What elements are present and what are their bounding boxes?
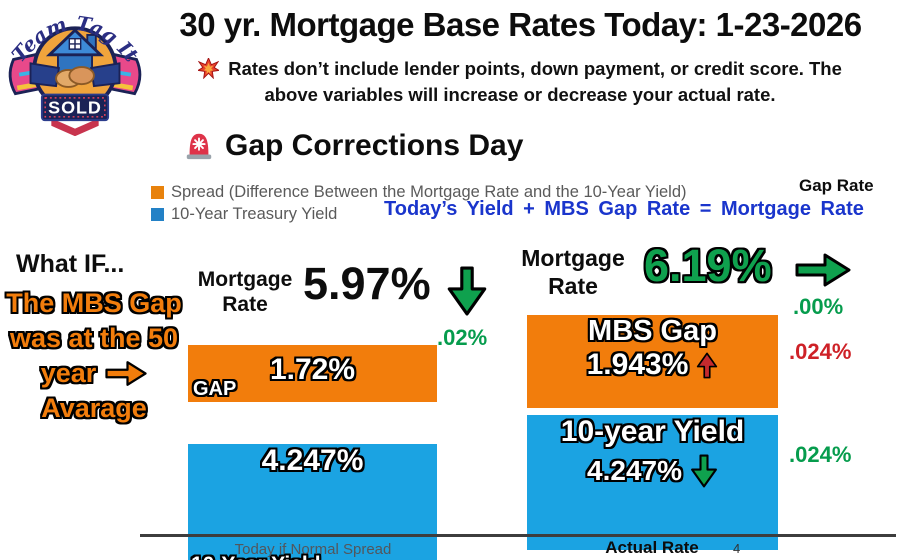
- left-bar-yield-segment: 4.247% 10-Year Yield: [188, 444, 437, 560]
- what-if-line2: was at the 50: [9, 323, 179, 354]
- red-up-arrow-icon: [697, 352, 718, 378]
- left-rate-change: .02%: [437, 325, 488, 350]
- what-if-line4: Avarage: [41, 393, 147, 424]
- green-down-arrow-small-icon: [691, 454, 717, 488]
- burst-icon: [196, 56, 221, 80]
- right-gap-change: .024%: [789, 339, 852, 364]
- orange-right-arrow-icon: [105, 361, 147, 387]
- logo-sold-banner: [40, 93, 110, 122]
- what-if-line1: The MBS Gap: [6, 288, 182, 318]
- right-bar-title: Mortgage Rate: [521, 245, 625, 299]
- right-rate-change: .00%: [793, 294, 844, 319]
- right-mortgage-rate: 6.19%: [644, 240, 772, 291]
- logo-sleeve-left: [29, 62, 60, 88]
- left-bar-title: Mortgage Rate: [197, 268, 293, 317]
- right-gap-value: 1.943%: [586, 348, 689, 381]
- right-yield-value: 4.247%: [587, 455, 682, 486]
- right-gap-label: MBS Gap: [588, 315, 717, 347]
- right-bar-yield-segment: 10-year Yield 4.247%: [527, 415, 778, 550]
- legend: Spread (Difference Between the Mortgage …: [151, 181, 687, 225]
- team-tag-it-sold-logo: SOLD Team Tag It: [7, 11, 143, 136]
- gap-rate-label: Gap Rate: [799, 176, 874, 195]
- page-number: 4: [733, 541, 741, 556]
- left-axis-label: Today if Normal Spread: [234, 541, 392, 558]
- right-bar-spread-segment: MBS Gap 1.943%: [527, 315, 778, 408]
- disclaimer: Rates don’t include lender points, down …: [180, 56, 860, 108]
- left-yield-value: 4.247%: [261, 444, 364, 477]
- what-if-note: The MBS Gap was at the 50 year Avarage: [2, 286, 186, 426]
- legend-label-spread: Spread (Difference Between the Mortgage …: [171, 182, 687, 201]
- siren-icon: [186, 133, 212, 160]
- legend-item-spread: Spread (Difference Between the Mortgage …: [151, 181, 687, 203]
- legend-label-yield: 10-Year Treasury Yield: [171, 204, 338, 223]
- legend-swatch-spread: [151, 185, 164, 199]
- left-bar-spread-segment: 1.72% GAP: [188, 345, 437, 402]
- left-mortgage-rate: 5.97%: [303, 258, 431, 309]
- left-gap-value: 1.72%: [269, 353, 356, 386]
- left-yield-tag: 10-Year Yield: [191, 553, 321, 560]
- section-heading-text: Gap Corrections Day: [225, 129, 524, 162]
- x-axis-line: [140, 534, 896, 537]
- disclaimer-text: Rates don’t include lender points, down …: [228, 58, 842, 105]
- right-yield-change: .024%: [789, 442, 852, 467]
- what-if-intro: What IF...: [16, 250, 125, 278]
- left-gap-tag: GAP: [193, 378, 237, 400]
- logo-sold-text: SOLD: [48, 97, 102, 117]
- right-bar: MBS Gap 1.943% 10-year Yield 4.247%: [527, 310, 778, 550]
- logo-sleeve-right: [90, 62, 121, 88]
- what-if-line3: year: [40, 358, 97, 389]
- legend-item-yield: 10-Year Treasury Yield: [151, 203, 687, 225]
- legend-swatch-yield: [151, 207, 164, 221]
- logo-banner-tail: [51, 118, 99, 136]
- left-bar: 1.72% GAP 4.247% 10-Year Yield: [188, 345, 437, 560]
- section-heading: Gap Corrections Day: [183, 129, 523, 163]
- page-title: 30 yr. Mortgage Base Rates Today: 1-23-2…: [179, 6, 862, 43]
- logo-hand-right: [68, 66, 95, 86]
- right-axis-label: Actual Rate: [605, 538, 699, 557]
- green-right-arrow-icon: [795, 253, 851, 287]
- rate-formula: Today’s Yield + MBS Gap Rate = Mortgage …: [384, 198, 864, 220]
- right-yield-label: 10-year Yield: [560, 415, 745, 448]
- green-down-arrow-icon: [447, 266, 487, 316]
